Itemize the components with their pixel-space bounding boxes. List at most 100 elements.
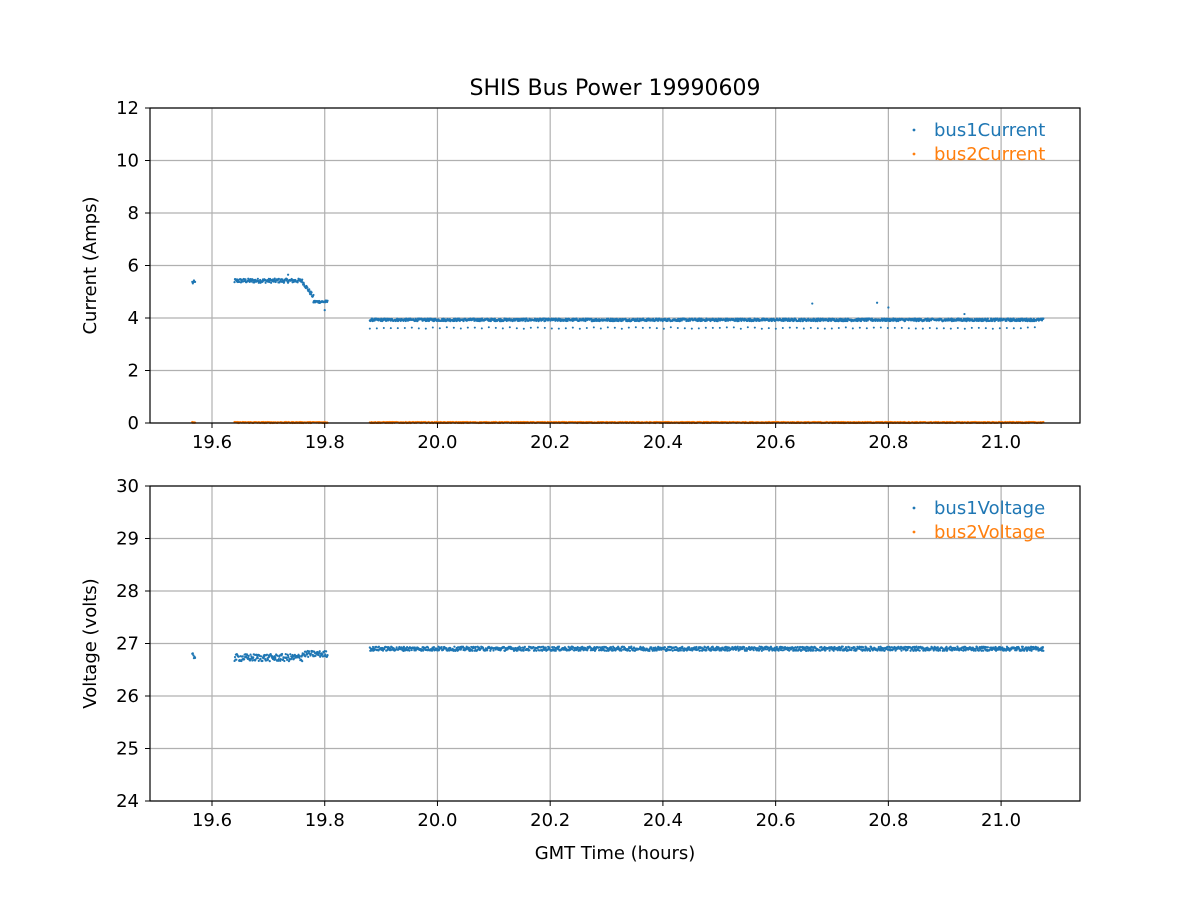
- data-point: [816, 327, 819, 330]
- data-point: [828, 649, 831, 652]
- data-point: [238, 280, 241, 284]
- data-point: [949, 327, 952, 330]
- data-point: [795, 326, 798, 329]
- data-point: [266, 658, 270, 661]
- data-point: [1033, 326, 1036, 329]
- data-point: [914, 327, 917, 330]
- data-point: [862, 646, 865, 649]
- data-point: [515, 327, 518, 330]
- data-point: [308, 650, 311, 653]
- data-point: [641, 326, 644, 329]
- y-tick-label: 12: [116, 98, 139, 119]
- data-point: [676, 326, 679, 329]
- data-point: [548, 646, 551, 649]
- y-tick-label: 0: [128, 413, 139, 434]
- y-tick-label: 4: [128, 308, 139, 329]
- data-point: [746, 326, 749, 329]
- data-point: [998, 327, 1001, 330]
- data-point: [310, 293, 313, 296]
- data-point: [457, 317, 461, 320]
- data-point: [524, 320, 527, 323]
- data-point: [523, 645, 527, 648]
- data-point: [536, 326, 539, 329]
- data-point: [1026, 326, 1029, 329]
- data-point: [314, 654, 317, 657]
- data-point: [494, 326, 497, 329]
- data-point: [493, 317, 496, 320]
- data-point: [757, 647, 760, 650]
- data-point: [739, 327, 742, 330]
- x-tick-label: 20.0: [417, 432, 457, 453]
- data-point: [827, 319, 830, 323]
- x-tick-label: 19.8: [305, 432, 345, 453]
- data-point: [578, 327, 581, 330]
- data-point: [841, 645, 844, 648]
- data-point: [522, 649, 525, 652]
- data-point: [368, 327, 371, 330]
- data-point: [761, 319, 764, 322]
- data-point: [788, 326, 791, 329]
- data-point: [557, 327, 560, 330]
- legend-marker-bus2current: [912, 152, 916, 156]
- data-point: [737, 319, 740, 323]
- data-point: [544, 646, 547, 649]
- data-point: [865, 646, 868, 649]
- data-point: [268, 660, 271, 663]
- data-point: [613, 326, 616, 329]
- data-point: [466, 326, 469, 329]
- y-tick-label: 6: [128, 256, 139, 277]
- data-point: [193, 280, 197, 283]
- data-point: [900, 326, 903, 329]
- data-point: [286, 278, 289, 281]
- data-point: [743, 646, 746, 649]
- data-point: [564, 327, 567, 330]
- data-point: [718, 326, 721, 329]
- data-point: [543, 326, 546, 329]
- data-point: [382, 326, 385, 329]
- data-point: [844, 326, 847, 329]
- x-tick-label: 19.6: [192, 432, 232, 453]
- data-point: [252, 656, 255, 659]
- data-point: [942, 327, 945, 330]
- data-point: [704, 326, 707, 329]
- data-point: [977, 326, 980, 329]
- data-point: [492, 649, 495, 652]
- data-point: [395, 646, 398, 649]
- data-point: [445, 326, 448, 329]
- data-point: [1019, 327, 1022, 330]
- data-point: [963, 327, 966, 330]
- data-point: [452, 326, 455, 329]
- data-point: [627, 326, 630, 329]
- data-point: [307, 655, 310, 658]
- data-point: [261, 659, 264, 663]
- data-point: [244, 278, 247, 281]
- data-point: [1012, 327, 1015, 330]
- data-point: [480, 327, 483, 330]
- data-point: [986, 317, 989, 320]
- data-point: [868, 649, 872, 652]
- data-point: [662, 327, 665, 330]
- data-point: [767, 327, 770, 330]
- data-point: [417, 327, 420, 330]
- y-tick-label: 2: [128, 361, 139, 382]
- data-point: [918, 649, 921, 652]
- data-point: [277, 277, 280, 280]
- data-point: [648, 326, 651, 329]
- data-point: [690, 327, 693, 330]
- data-point: [663, 317, 667, 320]
- data-point: [410, 326, 413, 329]
- data-point: [273, 277, 276, 280]
- data-point: [519, 646, 522, 650]
- data-point: [321, 653, 324, 656]
- data-point: [956, 326, 959, 329]
- data-point: [308, 288, 311, 291]
- data-point: [711, 326, 714, 329]
- data-point: [634, 326, 637, 329]
- data-point: [471, 649, 474, 652]
- y-tick-label: 8: [128, 203, 139, 224]
- series-bus1current: [191, 273, 1045, 330]
- data-point: [606, 326, 609, 329]
- data-point: [584, 319, 587, 323]
